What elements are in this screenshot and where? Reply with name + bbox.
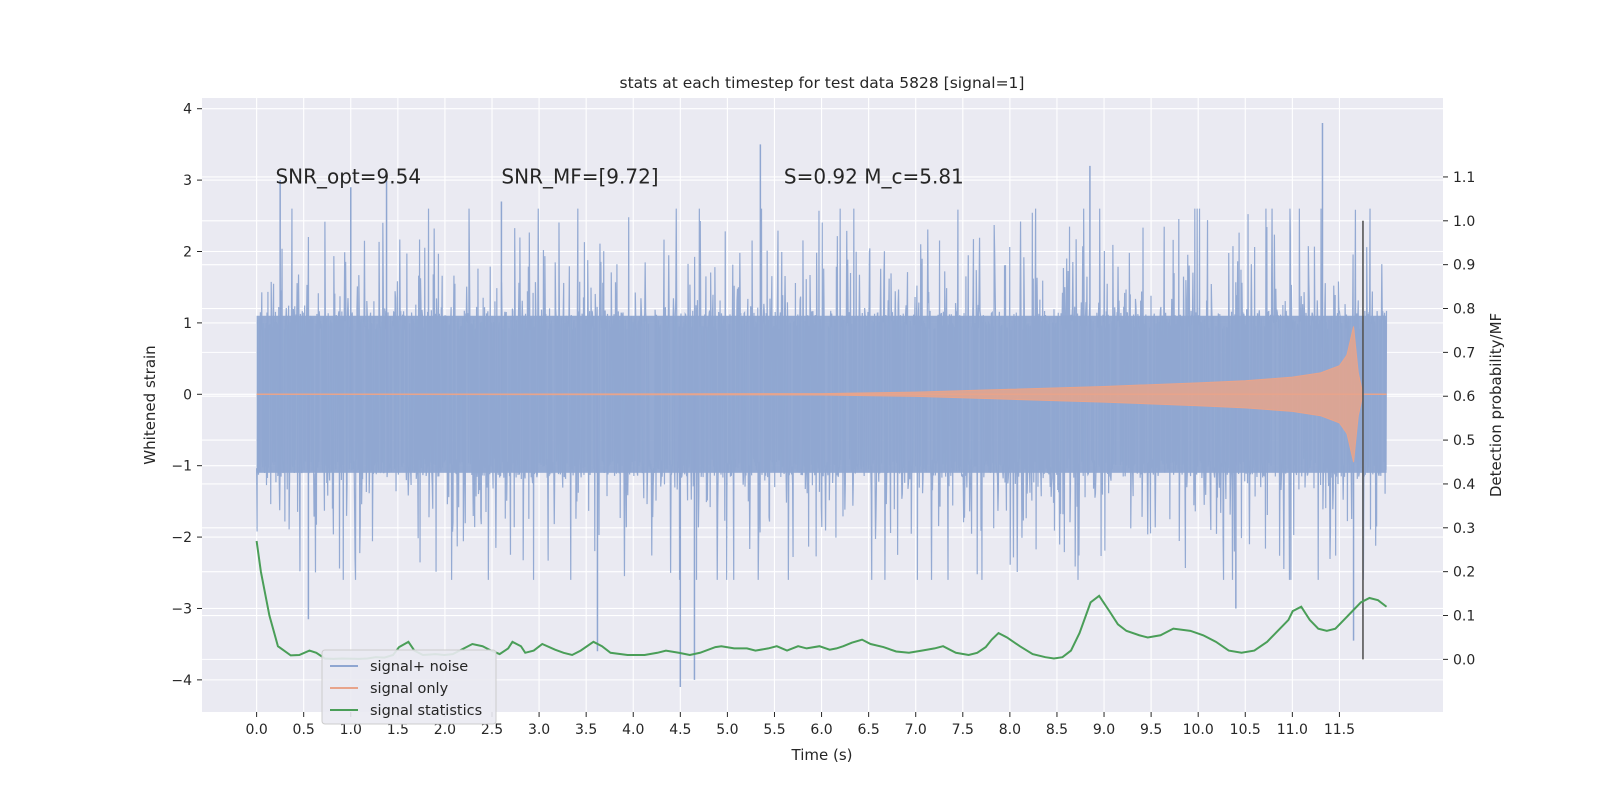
x-tick-label: 2.5 bbox=[481, 722, 503, 738]
x-tick-label: 4.5 bbox=[669, 722, 691, 738]
y2-tick-label: 0.3 bbox=[1453, 521, 1475, 537]
x-axis-label: Time (s) bbox=[791, 746, 853, 764]
y2-tick-label: 0.1 bbox=[1453, 609, 1475, 625]
legend-entry: signal statistics bbox=[370, 703, 482, 719]
y2-tick-label: 0.4 bbox=[1453, 477, 1475, 493]
y-tick-label: 2 bbox=[183, 245, 192, 261]
x-tick-label: 3.0 bbox=[528, 722, 550, 738]
x-tick-label: 9.0 bbox=[1093, 722, 1115, 738]
y2-tick-label: 0.9 bbox=[1453, 258, 1475, 274]
x-tick-label: 7.0 bbox=[905, 722, 927, 738]
x-tick-label: 2.0 bbox=[434, 722, 456, 738]
plot-area: −4 −3 −2 −1 0 1 2 3 4 0.0 0.1 0.2 0.3 0.4 0.5 0.6 0.7 0.8… bbox=[171, 98, 1475, 738]
legend-entry: signal+ noise bbox=[370, 659, 468, 675]
x-tick-label: 10.5 bbox=[1230, 722, 1261, 738]
annotation: S=0.92 M_c=5.81 bbox=[784, 165, 964, 189]
y2-axis-label: Detection probability/MF bbox=[1487, 313, 1505, 497]
legend-box bbox=[321, 649, 497, 725]
x-tick-label: 8.5 bbox=[1046, 722, 1068, 738]
x-tick-label: 1.5 bbox=[387, 722, 409, 738]
x-tick-label: 7.5 bbox=[952, 722, 974, 738]
y-axis-label: Whitened strain bbox=[141, 345, 159, 464]
x-tick-label: 3.5 bbox=[575, 722, 597, 738]
y-tick-label: −2 bbox=[171, 530, 192, 546]
x-tick-label: 11.5 bbox=[1324, 722, 1355, 738]
y-tick-label: −1 bbox=[171, 459, 192, 475]
y-tick-label: 0 bbox=[183, 387, 192, 403]
y2-tick-label: 1.0 bbox=[1453, 214, 1475, 230]
annotation: SNR_opt=9.54 bbox=[275, 165, 421, 189]
y-tick-label: 1 bbox=[183, 316, 192, 332]
y2-tick-label: 0.6 bbox=[1453, 389, 1475, 405]
x-tick-label: 4.0 bbox=[622, 722, 644, 738]
x-tick-label: 5.5 bbox=[763, 722, 785, 738]
chart-title: stats at each timestep for test data 582… bbox=[620, 74, 1025, 92]
series-signal-noise-extremes bbox=[279, 122, 1355, 688]
y2-tick-label: 0.5 bbox=[1453, 433, 1475, 449]
legend: signal+ noise signal only signal statistic… bbox=[321, 649, 497, 725]
legend-entry: signal only bbox=[370, 681, 449, 697]
y2-tick-label: 0.0 bbox=[1453, 652, 1475, 668]
x-tick-label: 9.5 bbox=[1140, 722, 1162, 738]
x-tick-label: 0.5 bbox=[293, 722, 315, 738]
y-tick-label: 4 bbox=[183, 102, 192, 118]
y2-tick-label: 1.1 bbox=[1453, 170, 1475, 186]
y-tick-label: 3 bbox=[183, 173, 192, 189]
x-tick-label: 6.5 bbox=[858, 722, 880, 738]
y-tick-label: −4 bbox=[171, 673, 192, 689]
y-tick-label: −3 bbox=[171, 601, 192, 617]
y2-tick-label: 0.7 bbox=[1453, 345, 1475, 361]
annotation: SNR_MF=[9.72] bbox=[501, 165, 658, 189]
x-tick-label: 1.0 bbox=[340, 722, 362, 738]
y2-tick-label: 0.2 bbox=[1453, 565, 1475, 581]
x-tick-label: 11.0 bbox=[1277, 722, 1308, 738]
x-tick-label: 6.0 bbox=[810, 722, 832, 738]
x-tick-label: 0.0 bbox=[245, 722, 267, 738]
y2-tick-label: 0.8 bbox=[1453, 302, 1475, 318]
x-tick-label: 10.0 bbox=[1183, 722, 1214, 738]
x-tick-label: 5.0 bbox=[716, 722, 738, 738]
x-tick-label: 8.0 bbox=[999, 722, 1021, 738]
